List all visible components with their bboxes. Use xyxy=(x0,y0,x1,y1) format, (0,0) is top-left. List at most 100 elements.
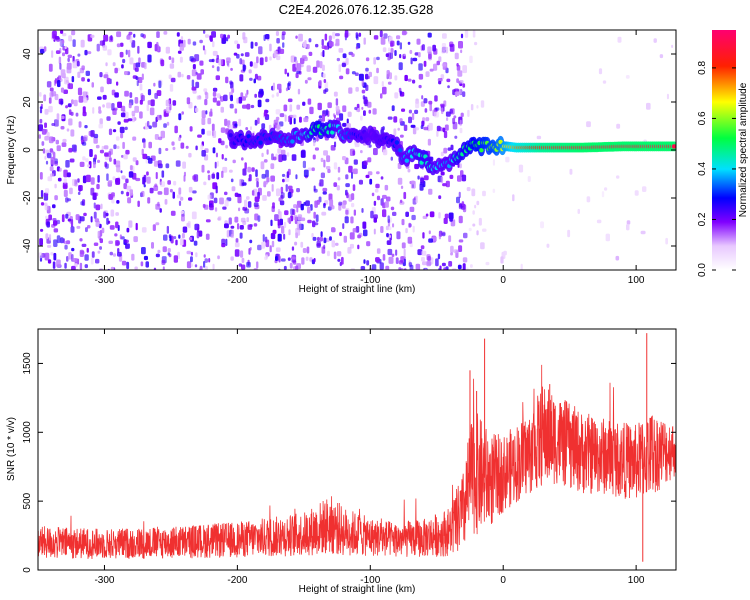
noise-cell xyxy=(136,80,139,87)
noise-cell xyxy=(365,67,369,72)
noise-cell xyxy=(242,32,246,40)
noise-cell xyxy=(103,74,109,79)
noise-cell xyxy=(157,191,163,195)
noise-cell xyxy=(216,66,220,72)
noise-cell xyxy=(604,187,608,191)
noise-cell xyxy=(324,81,329,90)
noise-cell xyxy=(207,174,211,181)
noise-cell xyxy=(319,61,323,69)
noise-cell xyxy=(56,113,60,121)
noise-cell xyxy=(207,170,210,174)
noise-cell xyxy=(93,211,97,219)
noise-cell xyxy=(246,196,250,200)
noise-cell xyxy=(199,39,203,44)
noise-cell xyxy=(95,144,100,149)
noise-cell xyxy=(222,166,228,173)
noise-cell xyxy=(458,215,463,224)
noise-cell xyxy=(112,176,116,181)
noise-cell xyxy=(86,164,90,168)
noise-cell xyxy=(270,232,276,240)
noise-cell xyxy=(115,212,119,216)
noise-cell xyxy=(65,79,69,83)
noise-cell xyxy=(360,115,363,121)
noise-cell xyxy=(160,130,165,139)
noise-cell xyxy=(240,217,246,223)
noise-cell xyxy=(375,257,380,264)
noise-cell xyxy=(163,234,168,241)
noise-cell xyxy=(180,142,185,149)
noise-cell xyxy=(89,149,93,157)
noise-cell xyxy=(80,39,85,48)
noise-cell xyxy=(466,267,469,270)
noise-cell xyxy=(121,64,124,69)
noise-cell xyxy=(485,261,490,266)
noise-cell xyxy=(344,216,349,224)
noise-cell xyxy=(199,60,204,66)
noise-cell xyxy=(385,265,390,270)
noise-cell xyxy=(368,144,372,148)
noise-cell xyxy=(107,49,112,56)
noise-cell xyxy=(370,210,374,219)
noise-cell xyxy=(412,79,416,84)
noise-cell xyxy=(227,62,230,68)
noise-cell xyxy=(279,200,285,206)
noise-cell xyxy=(116,31,122,38)
noise-cell xyxy=(284,210,289,216)
noise-cell xyxy=(82,91,87,99)
noise-cell xyxy=(280,192,285,199)
noise-cell xyxy=(191,86,197,91)
noise-cell xyxy=(200,69,204,75)
noise-cell xyxy=(212,50,218,56)
noise-cell xyxy=(436,130,439,137)
noise-cell xyxy=(442,183,447,187)
noise-cell xyxy=(436,60,440,66)
noise-cell xyxy=(81,65,85,71)
noise-cell xyxy=(411,112,415,121)
noise-cell xyxy=(180,36,184,41)
noise-cell xyxy=(441,232,446,237)
noise-cell xyxy=(153,267,157,270)
noise-cell xyxy=(239,74,244,82)
noise-cell xyxy=(60,30,64,34)
noise-cell xyxy=(316,60,320,68)
noise-cell xyxy=(280,149,286,155)
signal-point xyxy=(404,158,409,163)
noise-cell xyxy=(471,188,476,197)
noise-cell xyxy=(278,197,282,202)
noise-cell xyxy=(230,256,234,261)
noise-cell xyxy=(407,168,411,173)
noise-cell xyxy=(141,247,146,255)
noise-cell xyxy=(458,245,463,252)
noise-cell xyxy=(63,89,68,94)
noise-cell xyxy=(249,239,253,244)
noise-cell xyxy=(277,268,281,270)
noise-cell xyxy=(408,109,412,114)
snr-x-axis-label: Height of straight line (km) xyxy=(299,584,416,595)
noise-cell xyxy=(467,109,470,117)
noise-cell xyxy=(221,170,224,178)
noise-cell xyxy=(261,152,264,158)
noise-cell xyxy=(462,65,467,74)
noise-cell xyxy=(303,117,309,123)
noise-cell xyxy=(472,30,476,38)
noise-cell xyxy=(198,230,203,237)
noise-cell xyxy=(259,57,264,66)
noise-cell xyxy=(254,73,258,80)
noise-cell xyxy=(98,123,103,129)
noise-cell xyxy=(147,54,152,63)
noise-cell xyxy=(255,169,258,177)
noise-cell xyxy=(386,240,392,245)
noise-cell xyxy=(112,253,117,257)
noise-cell xyxy=(190,256,193,263)
noise-cell xyxy=(387,81,392,85)
noise-cell xyxy=(149,107,155,116)
noise-cell xyxy=(128,102,132,109)
noise-cell xyxy=(190,263,193,267)
noise-cell xyxy=(372,108,377,115)
noise-cell xyxy=(71,30,76,36)
noise-cell xyxy=(129,57,134,65)
noise-cell xyxy=(399,54,402,59)
noise-cell xyxy=(476,200,480,206)
noise-cell xyxy=(131,40,136,48)
noise-cell xyxy=(335,98,339,106)
